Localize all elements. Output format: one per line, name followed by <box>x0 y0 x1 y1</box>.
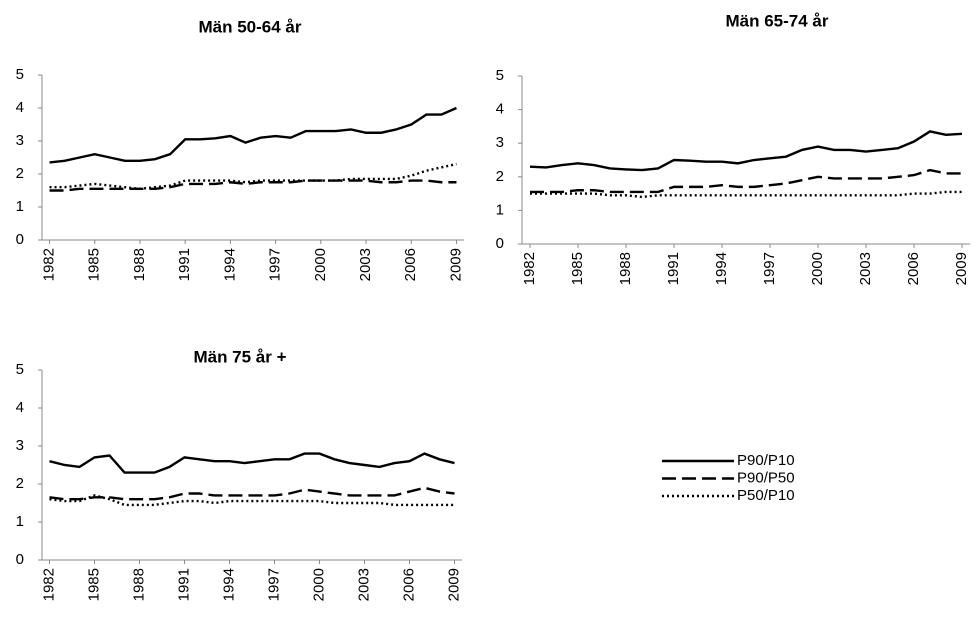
y-tick-label: 5 <box>16 361 24 378</box>
y-tick-label: 5 <box>16 66 24 83</box>
x-tick-label: 1994 <box>221 248 238 281</box>
series-line: P90/P10 <box>529 130 963 172</box>
y-tick-label: 0 <box>16 551 24 568</box>
series-line: P50/P10 <box>530 190 962 199</box>
x-tick-label: 1997 <box>265 568 282 601</box>
x-tick-label: 1994 <box>220 568 237 601</box>
x-tick-label: 2003 <box>355 568 372 601</box>
y-tick-label: 1 <box>16 198 24 215</box>
legend-label: P90/P50 <box>737 469 795 486</box>
x-tick-label: 1991 <box>175 568 192 601</box>
x-tick-label: 1997 <box>761 252 778 285</box>
y-tick-label: 3 <box>496 134 504 151</box>
x-tick-label: 2006 <box>905 252 922 285</box>
y-tick-label: 1 <box>496 201 504 218</box>
y-tick-label: 2 <box>16 475 24 492</box>
chart-panel: Män 75 år + 0 1 2 3 4 5 1982 1985 1988 1991 1994 199… <box>16 347 463 601</box>
series-line: P90/P10 <box>49 106 457 164</box>
y-tick-label: 0 <box>16 231 24 248</box>
series-line: P50/P10 <box>49 494 455 507</box>
x-tick-label: 1982 <box>521 252 538 285</box>
y-tick-label: 4 <box>16 99 24 116</box>
x-tick-label: 1985 <box>85 568 102 601</box>
x-tick-label: 2003 <box>857 252 874 285</box>
x-tick-label: 1985 <box>569 252 586 285</box>
x-tick-label: 2000 <box>809 252 826 285</box>
x-tick-label: 1982 <box>40 568 57 601</box>
x-tick-label: 2003 <box>357 248 374 281</box>
series-line: P90/P50 <box>49 179 457 192</box>
x-tick-label: 2009 <box>445 568 462 601</box>
y-tick-label: 1 <box>16 513 24 530</box>
y-tick-label: 0 <box>496 235 504 252</box>
y-tick-label: 4 <box>496 101 504 118</box>
x-tick-label: 2006 <box>402 248 419 281</box>
y-tick-label: 2 <box>16 165 24 182</box>
x-tick-label: 1985 <box>86 248 103 281</box>
y-tick-label: 5 <box>496 67 504 84</box>
x-tick-label: 1988 <box>131 248 148 281</box>
series-line: P90/P50 <box>49 486 455 501</box>
chart-title: Män 75 år + <box>193 347 286 366</box>
x-tick-label: 1988 <box>130 568 147 601</box>
chart-title: Män 50-64 år <box>199 17 302 36</box>
y-tick-label: 3 <box>16 437 24 454</box>
chart-title: Män 65-74 år <box>726 11 829 30</box>
x-tick-label: 1991 <box>665 252 682 285</box>
x-tick-label: 1991 <box>176 248 193 281</box>
x-tick-label: 1988 <box>617 252 634 285</box>
x-tick-label: 1997 <box>267 248 284 281</box>
series-line: P90/P50 <box>530 168 962 194</box>
x-tick-label: 2006 <box>400 568 417 601</box>
x-tick-label: 2009 <box>953 252 970 285</box>
series-line: P50/P10 <box>49 162 457 191</box>
x-tick-label: 2000 <box>310 568 327 601</box>
x-tick-label: 1994 <box>713 252 730 285</box>
legend-label: P90/P10 <box>737 452 795 469</box>
legend-label: P50/P10 <box>737 487 795 504</box>
series-line: P90/P10 <box>49 452 455 474</box>
x-tick-label: 1982 <box>41 248 58 281</box>
chart-panel: Män 65-74 år 0 1 2 3 4 5 1982 1985 1988 1991 1994 19… <box>496 11 970 285</box>
y-tick-label: 3 <box>16 132 24 149</box>
y-tick-label: 4 <box>16 399 24 416</box>
y-tick-label: 2 <box>496 168 504 185</box>
chart-panel: Män 50-64 år 0 1 2 3 4 5 1982 1985 1988 1991 1994 19… <box>16 17 465 281</box>
x-tick-label: 2009 <box>447 248 464 281</box>
x-tick-label: 2000 <box>312 248 329 281</box>
